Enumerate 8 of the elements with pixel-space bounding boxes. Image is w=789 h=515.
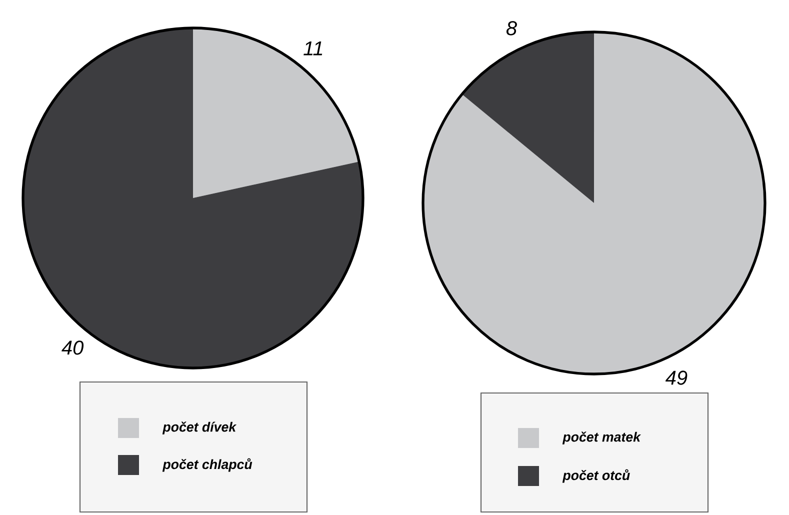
legend-label: počet chlapců — [162, 458, 252, 472]
data-label: 40 — [62, 340, 84, 355]
legend-label: počet dívek — [162, 422, 237, 434]
data-label: 49 — [665, 370, 688, 385]
data-label: 8 — [506, 21, 517, 36]
legend-label: počet otců — [562, 469, 630, 483]
legend-label: počet matek — [562, 432, 642, 444]
data-label: 11 — [304, 41, 322, 56]
